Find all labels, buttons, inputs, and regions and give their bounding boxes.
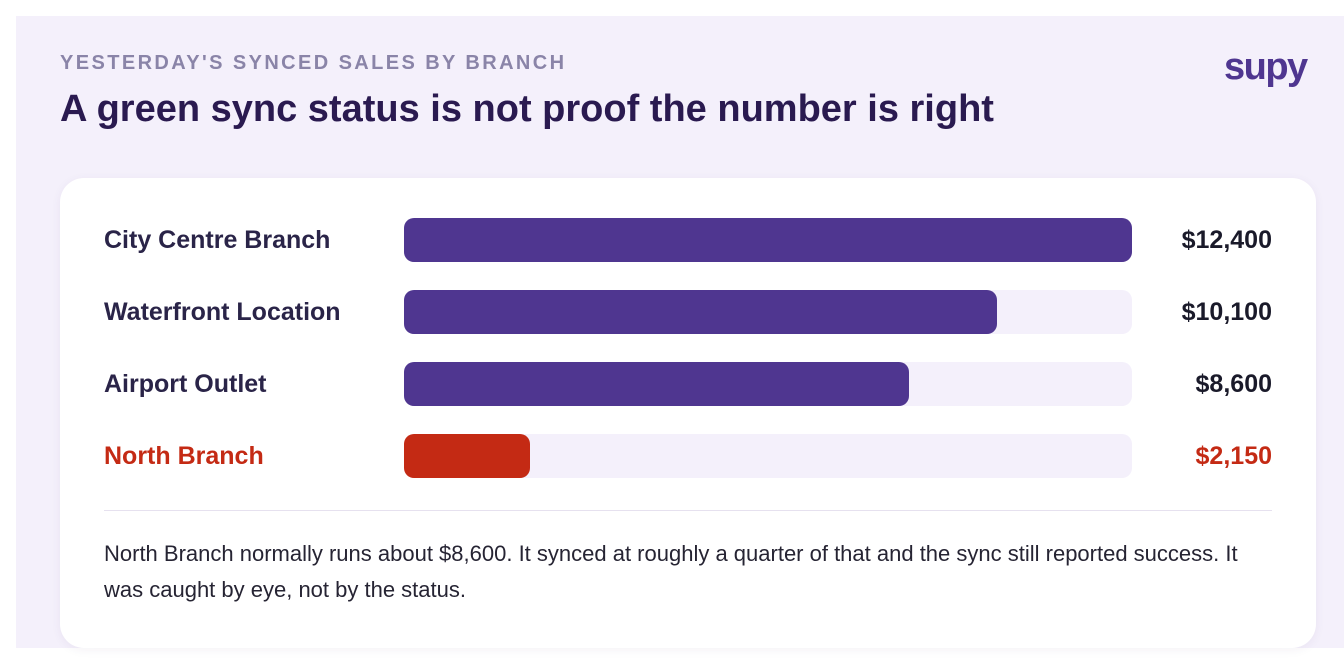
chart-headline: A green sync status is not proof the num… — [60, 88, 994, 130]
bar-fill — [404, 290, 997, 334]
chart-eyebrow: YESTERDAY'S SYNCED SALES BY BRANCH — [60, 52, 567, 74]
chart-note: North Branch normally runs about $8,600.… — [104, 541, 1238, 602]
bar-row: City Centre Branch $12,400 — [104, 218, 1272, 262]
bar-category-label: Airport Outlet — [104, 370, 267, 398]
bar-rows: City Centre Branch $12,400 Waterfront Loca… — [104, 218, 1272, 506]
bar-track — [404, 290, 1132, 334]
bar-value-label: $10,100 — [1181, 298, 1272, 326]
bar-track — [404, 434, 1132, 478]
chart-card: City Centre Branch $12,400 Waterfront Loca… — [60, 178, 1316, 648]
bar-value-label: $8,600 — [1195, 370, 1272, 398]
supy-logo: supy — [1224, 46, 1308, 88]
bar-track — [404, 362, 1132, 406]
bar-track — [404, 218, 1132, 262]
bar-row: Waterfront Location $10,100 — [104, 290, 1272, 334]
bar-fill — [404, 218, 1132, 262]
bar-category-label: City Centre Branch — [104, 226, 331, 254]
bar-value-label: $2,150 — [1195, 442, 1272, 470]
bar-row: North Branch $2,150 — [104, 434, 1272, 478]
bar-category-label: North Branch — [104, 442, 264, 470]
chart-canvas: YESTERDAY'S SYNCED SALES BY BRANCH A gre… — [16, 16, 1344, 648]
bar-value-label: $12,400 — [1181, 226, 1272, 254]
card-divider — [104, 510, 1272, 511]
bar-row: Airport Outlet $8,600 — [104, 362, 1272, 406]
bar-category-label: Waterfront Location — [104, 298, 341, 326]
bar-fill — [404, 362, 909, 406]
bar-fill — [404, 434, 531, 478]
